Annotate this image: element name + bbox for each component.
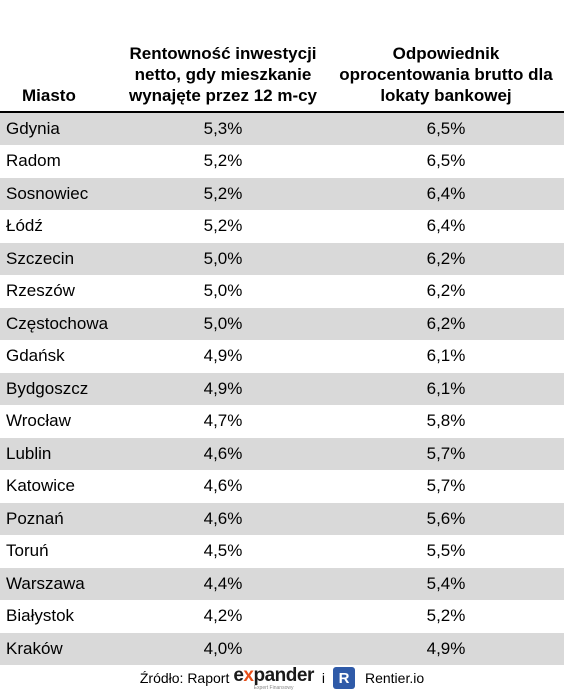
table-row: Rzeszów 5,0% 6,2%: [0, 275, 564, 308]
gross-equivalent-cell: 4,9%: [328, 632, 564, 666]
city-cell: Radom: [0, 145, 118, 178]
gross-equivalent-cell: 5,7%: [328, 437, 564, 471]
net-return-cell: 4,5%: [118, 535, 328, 568]
table-row: Białystok 4,2% 5,2%: [0, 600, 564, 633]
table-row: Bydgoszcz 4,9% 6,1%: [0, 372, 564, 406]
city-cell: Częstochowa: [0, 307, 118, 341]
expander-tagline: Expert Finansowy: [253, 684, 294, 691]
header-net-return: Rentowność inwestycji netto, gdy mieszka…: [118, 0, 328, 113]
city-cell: Białystok: [0, 600, 118, 633]
gross-equivalent-cell: 5,6%: [328, 502, 564, 536]
gross-equivalent-cell: 6,1%: [328, 340, 564, 373]
source-label: Źródło: Raport: [139, 670, 230, 686]
city-cell: Wrocław: [0, 405, 118, 438]
table-row: Kraków 4,0% 4,9%: [0, 632, 564, 666]
city-cell: Lublin: [0, 437, 118, 471]
rentier-name: Rentier.io: [364, 670, 425, 686]
table-row: Gdynia 5,3% 6,5%: [0, 112, 564, 146]
table-row: Łódź 5,2% 6,4%: [0, 210, 564, 243]
city-cell: Warszawa: [0, 567, 118, 601]
gross-equivalent-cell: 6,1%: [328, 372, 564, 406]
net-return-cell: 5,2%: [118, 210, 328, 243]
source-conjunction: i: [321, 670, 325, 686]
table-row: Lublin 4,6% 5,7%: [0, 437, 564, 471]
table-row: Częstochowa 5,0% 6,2%: [0, 307, 564, 341]
net-return-cell: 4,6%: [118, 437, 328, 471]
rental-yield-table: Miasto Rentowność inwestycji netto, gdy …: [0, 0, 564, 666]
table-header: Miasto Rentowność inwestycji netto, gdy …: [0, 0, 564, 113]
table-row: Poznań 4,6% 5,6%: [0, 502, 564, 536]
gross-equivalent-cell: 5,5%: [328, 535, 564, 568]
net-return-cell: 5,2%: [118, 177, 328, 211]
city-cell: Rzeszów: [0, 275, 118, 308]
gross-equivalent-cell: 5,4%: [328, 567, 564, 601]
city-cell: Szczecin: [0, 242, 118, 276]
city-cell: Poznań: [0, 502, 118, 536]
net-return-cell: 4,0%: [118, 632, 328, 666]
expander-wordmark: expander: [233, 664, 314, 686]
gross-equivalent-cell: 6,5%: [328, 145, 564, 178]
table-row: Gdańsk 4,9% 6,1%: [0, 340, 564, 373]
city-cell: Bydgoszcz: [0, 372, 118, 406]
net-return-cell: 5,0%: [118, 307, 328, 341]
rental-yield-table-container: Miasto Rentowność inwestycji netto, gdy …: [0, 0, 564, 666]
net-return-cell: 5,3%: [118, 112, 328, 146]
gross-equivalent-cell: 5,2%: [328, 600, 564, 633]
header-row: Miasto Rentowność inwestycji netto, gdy …: [0, 0, 564, 113]
table-row: Katowice 4,6% 5,7%: [0, 470, 564, 503]
rentier-logo-icon: R: [332, 667, 355, 689]
net-return-cell: 4,9%: [118, 372, 328, 406]
table-row: Sosnowiec 5,2% 6,4%: [0, 177, 564, 211]
city-cell: Katowice: [0, 470, 118, 503]
table-row: Szczecin 5,0% 6,2%: [0, 242, 564, 276]
table-row: Warszawa 4,4% 5,4%: [0, 567, 564, 601]
net-return-cell: 4,4%: [118, 567, 328, 601]
net-return-cell: 5,0%: [118, 242, 328, 276]
table-row: Toruń 4,5% 5,5%: [0, 535, 564, 568]
city-cell: Gdynia: [0, 112, 118, 146]
city-cell: Gdańsk: [0, 340, 118, 373]
table-row: Wrocław 4,7% 5,8%: [0, 405, 564, 438]
net-return-cell: 5,2%: [118, 145, 328, 178]
header-city: Miasto: [0, 0, 118, 113]
gross-equivalent-cell: 6,5%: [328, 112, 564, 146]
net-return-cell: 4,6%: [118, 470, 328, 503]
net-return-cell: 5,0%: [118, 275, 328, 308]
expander-logo: expander Expert Finansowy: [233, 666, 314, 691]
table-row: Radom 5,2% 6,5%: [0, 145, 564, 178]
net-return-cell: 4,6%: [118, 502, 328, 536]
table-body: Gdynia 5,3% 6,5% Radom 5,2% 6,5% Sosnowiec 5,2%…: [0, 112, 564, 666]
gross-equivalent-cell: 6,4%: [328, 177, 564, 211]
net-return-cell: 4,7%: [118, 405, 328, 438]
city-cell: Toruń: [0, 535, 118, 568]
net-return-cell: 4,9%: [118, 340, 328, 373]
gross-equivalent-cell: 5,8%: [328, 405, 564, 438]
source-footer: Źródło: Raport expander Expert Finansowy…: [0, 660, 564, 696]
gross-equivalent-cell: 6,4%: [328, 210, 564, 243]
gross-equivalent-cell: 6,2%: [328, 307, 564, 341]
net-return-cell: 4,2%: [118, 600, 328, 633]
city-cell: Sosnowiec: [0, 177, 118, 211]
city-cell: Kraków: [0, 632, 118, 666]
header-gross-equivalent: Odpowiednik oprocentowania brutto dla lo…: [328, 0, 564, 113]
gross-equivalent-cell: 5,7%: [328, 470, 564, 503]
gross-equivalent-cell: 6,2%: [328, 242, 564, 276]
city-cell: Łódź: [0, 210, 118, 243]
gross-equivalent-cell: 6,2%: [328, 275, 564, 308]
